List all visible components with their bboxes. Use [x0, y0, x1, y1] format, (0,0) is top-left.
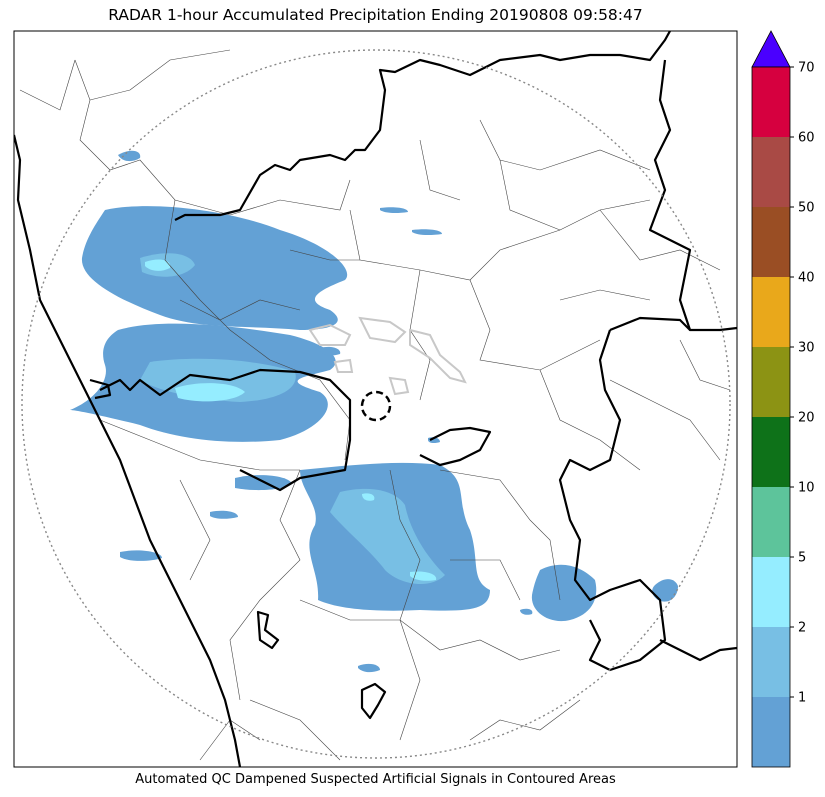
- state-fragment-3: [89, 378, 112, 400]
- map-layers: [14, 31, 737, 767]
- rain-area-north: [81, 206, 348, 330]
- state-border-east: [648, 59, 737, 332]
- colorbar-bin-5: [752, 417, 790, 487]
- rain-area-east: [531, 564, 597, 622]
- colorbar-tick-label: 10: [798, 481, 815, 496]
- map-frame: [13, 30, 738, 768]
- colorbar-tick-label: 1: [798, 691, 806, 706]
- rain-heavy-1: [145, 259, 171, 271]
- rain-streak-3: [210, 510, 238, 519]
- rain-streak-5: [380, 207, 408, 214]
- colorbar-bins: [752, 67, 790, 767]
- colorbar-tick-label: 5: [798, 551, 806, 566]
- colorbar-bin-8: [752, 207, 790, 277]
- district-boundaries: [19, 49, 731, 761]
- precipitation-layer: [70, 150, 678, 673]
- rain-heavy-2: [175, 383, 245, 402]
- colorbar-tick-label: 40: [798, 271, 815, 286]
- state-border-east-3: [558, 329, 667, 672]
- rain-heavy-4: [410, 571, 437, 581]
- rain-speck-1: [520, 608, 533, 615]
- colorbar-bin-10: [752, 67, 790, 137]
- colorbar-bin-4: [752, 487, 790, 557]
- colorbar: 1 2 5 10 20 30 40 50 60 70: [751, 30, 815, 768]
- qc-contours: [308, 316, 467, 396]
- map-caption: Automated QC Dampened Suspected Artifici…: [135, 772, 616, 787]
- rain-streak-7: [358, 663, 380, 673]
- state-boundaries: [14, 31, 737, 767]
- rain-streak-2: [120, 550, 162, 561]
- range-ring: [21, 49, 731, 759]
- colorbar-tick-label: 2: [798, 621, 806, 636]
- colorbar-bin-1: [752, 697, 790, 767]
- rain-heavy-3: [362, 493, 375, 501]
- state-border-south: [99, 368, 352, 492]
- colorbar-bin-2: [752, 627, 790, 697]
- rain-streak-4: [118, 150, 141, 162]
- colorbar-tick-label: 60: [798, 131, 815, 146]
- state-enclave: [419, 426, 492, 467]
- coastline: [14, 134, 242, 767]
- rain-streak-6: [412, 229, 442, 236]
- state-border-east-4: [659, 639, 737, 662]
- colorbar-tick-label: 20: [798, 411, 815, 426]
- colorbar-extend-arrow: [751, 30, 791, 68]
- map-title: RADAR 1-hour Accumulated Precipitation E…: [108, 6, 643, 24]
- rain-cell-east: [652, 579, 678, 602]
- colorbar-bin-6: [752, 347, 790, 417]
- colorbar-tick-label: 70: [798, 61, 815, 76]
- colorbar-bin-7: [752, 277, 790, 347]
- colorbar-tick-label: 50: [798, 201, 815, 216]
- state-fragment-1: [256, 610, 280, 650]
- colorbar-bin-3: [752, 557, 790, 627]
- colorbar-bin-9: [752, 137, 790, 207]
- radar-site-marker: [360, 390, 392, 422]
- colorbar-tick-label: 30: [798, 341, 815, 356]
- state-border-east-2: [609, 316, 691, 332]
- colorbar-ticks: 1 2 5 10 20 30 40 50 60 70: [790, 61, 815, 706]
- rain-mid-central: [330, 488, 445, 585]
- state-fragment-2: [360, 682, 387, 720]
- state-border-north: [174, 31, 671, 221]
- rain-speck-3: [320, 346, 341, 356]
